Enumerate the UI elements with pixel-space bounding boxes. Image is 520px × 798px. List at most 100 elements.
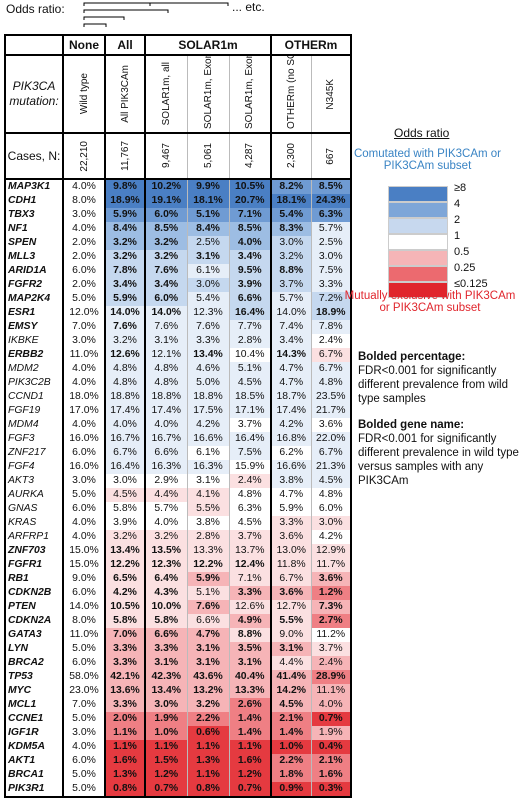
cases-count-1: 11,767 bbox=[105, 133, 146, 180]
prevalence-cell: 6.7% bbox=[105, 446, 146, 460]
bold-gene-title: Bolded gene name: bbox=[358, 419, 465, 431]
gene-name: KDM5A bbox=[4, 740, 64, 754]
group-header-row: None All SOLAR1m OTHERm bbox=[4, 34, 352, 56]
prevalence-cell: 18.1% bbox=[187, 194, 230, 208]
prevalence-cell: 12.2% bbox=[105, 558, 146, 572]
prevalence-cell: 8.5% bbox=[311, 179, 352, 194]
gene-name: FGFR2 bbox=[4, 278, 64, 292]
bold-notes: Bolded percentage: FDR<0.001 for signifi… bbox=[358, 350, 520, 500]
prevalence-cell: 3.3% bbox=[271, 516, 312, 530]
prevalence-cell: 10.5% bbox=[105, 600, 146, 614]
prevalence-cell: 8.4% bbox=[105, 222, 146, 236]
gene-name: LYN bbox=[4, 642, 64, 656]
prevalence-cell: 8.8% bbox=[229, 628, 272, 642]
column-header-5: OTHERm (no SOLAR1m) bbox=[271, 55, 312, 134]
prevalence-cell: 15.9% bbox=[229, 460, 272, 474]
prevalence-cell: 6.1% bbox=[187, 264, 230, 278]
prevalence-cell: 15.0% bbox=[63, 544, 106, 558]
prevalence-cell: 2.1% bbox=[271, 712, 312, 726]
table-row: RB1 9.0% 6.5% 6.4% 5.9% 7.1% 6.7% 3.6% bbox=[4, 572, 352, 586]
prevalence-cell: 0.4% bbox=[311, 740, 352, 754]
prevalence-cell: 1.0% bbox=[145, 726, 188, 740]
prevalence-cell: 7.3% bbox=[311, 600, 352, 614]
gene-name: AKT1 bbox=[4, 754, 64, 768]
table-row: PTEN 14.0% 10.5% 10.0% 7.6% 12.6% 12.7% 7.3% bbox=[4, 600, 352, 614]
prevalence-cell: 3.7% bbox=[229, 418, 272, 432]
gene-name: ESR1 bbox=[4, 306, 64, 320]
prevalence-cell: 43.6% bbox=[187, 670, 230, 684]
prevalence-cell: 3.2% bbox=[145, 250, 188, 264]
prevalence-cell: 16.6% bbox=[271, 460, 312, 474]
legend-comutated-label: Comutated with PIK3CAm or PIK3CAm subset bbox=[353, 148, 501, 172]
prevalence-cell: 3.4% bbox=[105, 278, 146, 292]
prevalence-cell: 24.3% bbox=[311, 194, 352, 208]
column-label: OTHERm (no SOLAR1m) bbox=[285, 55, 297, 129]
prevalence-cell: 3.7% bbox=[311, 642, 352, 656]
gene-name: KRAS bbox=[4, 516, 64, 530]
prevalence-cell: 3.1% bbox=[145, 656, 188, 670]
prevalence-cell: 7.6% bbox=[105, 320, 146, 334]
prevalence-cell: 4.5% bbox=[105, 488, 146, 502]
table-row: GNAS 6.0% 5.8% 5.7% 5.5% 6.3% 5.9% 6.0% bbox=[4, 502, 352, 516]
table-row: IGF1R 3.0% 1.1% 1.0% 0.6% 1.4% 1.4% 1.9% bbox=[4, 726, 352, 740]
prevalence-cell: 3.3% bbox=[105, 698, 146, 712]
prevalence-cell: 3.0% bbox=[63, 474, 106, 488]
prevalence-cell: 9.0% bbox=[63, 572, 106, 586]
table-row: MLL3 2.0% 3.2% 3.2% 3.1% 3.4% 3.2% 3.0% bbox=[4, 250, 352, 264]
prevalence-cell: 3.0% bbox=[145, 698, 188, 712]
column-header-3: SOLAR1m, Exon 20 bbox=[187, 55, 230, 134]
prevalence-cell: 3.9% bbox=[105, 516, 146, 530]
legend-scale-label: ≤0.125 bbox=[454, 278, 488, 290]
gene-name: MLL3 bbox=[4, 250, 64, 264]
gene-name: FGF3 bbox=[4, 432, 64, 446]
prevalence-cell: 5.7% bbox=[271, 292, 312, 306]
prevalence-cell: 1.4% bbox=[271, 726, 312, 740]
column-header-2: SOLAR1m, all bbox=[145, 55, 188, 134]
table-row: BRCA1 5.0% 1.3% 1.2% 1.1% 1.2% 1.8% 1.6% bbox=[4, 768, 352, 782]
prevalence-cell: 4.0% bbox=[63, 376, 106, 390]
prevalence-cell: 2.0% bbox=[63, 236, 106, 250]
prevalence-cell: 4.7% bbox=[187, 628, 230, 642]
prevalence-cell: 3.1% bbox=[187, 642, 230, 656]
prevalence-cell: 0.7% bbox=[229, 782, 272, 798]
table-row: ARFRP1 4.0% 3.2% 3.2% 2.8% 3.7% 3.6% 4.2% bbox=[4, 530, 352, 544]
prevalence-cell: 2.0% bbox=[63, 278, 106, 292]
prevalence-cell: 16.8% bbox=[271, 432, 312, 446]
table-row: IKBKE 3.0% 3.2% 3.1% 3.3% 2.8% 3.4% 2.4% bbox=[4, 334, 352, 348]
prevalence-cell: 11.7% bbox=[311, 558, 352, 572]
table-row: CCNE1 5.0% 2.0% 1.9% 2.2% 1.4% 2.1% 0.7% bbox=[4, 712, 352, 726]
table-row: TP53 58.0% 42.1% 42.3% 43.6% 40.4% 41.4% 28.9% bbox=[4, 670, 352, 684]
prevalence-cell: 19.1% bbox=[145, 194, 188, 208]
prevalence-cell: 2.8% bbox=[229, 334, 272, 348]
prevalence-cell: 3.6% bbox=[271, 586, 312, 600]
table-row: GATA3 11.0% 7.0% 6.6% 4.7% 8.8% 9.0% 11.2% bbox=[4, 628, 352, 642]
prevalence-cell: 4.6% bbox=[187, 362, 230, 376]
prevalence-cell: 1.5% bbox=[145, 754, 188, 768]
legend-swatch bbox=[388, 282, 448, 298]
column-label: N345K bbox=[325, 78, 337, 110]
prevalence-cell: 22.0% bbox=[311, 432, 352, 446]
prevalence-cell: 3.4% bbox=[145, 278, 188, 292]
prevalence-cell: 8.3% bbox=[271, 222, 312, 236]
prevalence-cell: 1.8% bbox=[271, 768, 312, 782]
prevalence-cell: 3.3% bbox=[187, 334, 230, 348]
prevalence-cell: 3.1% bbox=[187, 474, 230, 488]
prevalence-cell: 3.1% bbox=[187, 250, 230, 264]
table-row: MYC 23.0% 13.6% 13.4% 13.2% 13.3% 14.2% 11.1% bbox=[4, 684, 352, 698]
prevalence-cell: 6.6% bbox=[145, 446, 188, 460]
prevalence-cell: 6.6% bbox=[187, 614, 230, 628]
prevalence-cell: 7.6% bbox=[187, 320, 230, 334]
prevalence-cell: 4.8% bbox=[311, 488, 352, 502]
legend-swatch bbox=[388, 250, 448, 266]
prevalence-cell: 13.7% bbox=[229, 544, 272, 558]
prevalence-cell: 12.1% bbox=[145, 348, 188, 362]
table-row: FGFR2 2.0% 3.4% 3.4% 3.0% 3.9% 3.7% 3.3% bbox=[4, 278, 352, 292]
prevalence-cell: 6.6% bbox=[145, 628, 188, 642]
prevalence-cell: 3.6% bbox=[271, 530, 312, 544]
gene-name: AURKA bbox=[4, 488, 64, 502]
gene-name: TBX3 bbox=[4, 208, 64, 222]
prevalence-cell: 4.0% bbox=[63, 418, 106, 432]
gene-name: FGFR1 bbox=[4, 558, 64, 572]
cases-count: 22,210 bbox=[78, 140, 90, 172]
gene-name: NF1 bbox=[4, 222, 64, 236]
